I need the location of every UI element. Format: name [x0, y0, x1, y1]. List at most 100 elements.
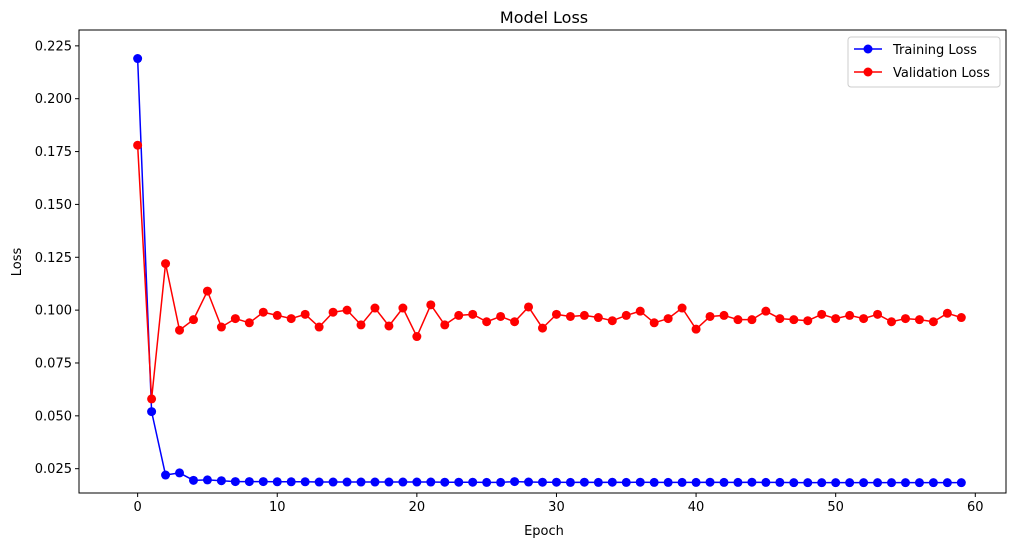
y-tick-label: 0.150 — [35, 198, 72, 213]
data-point-training — [524, 477, 534, 487]
data-point-training — [747, 477, 757, 487]
y-axis: 0.025 0.050 0.075 0.100 0.125 0.150 0.175 0.200… — [35, 39, 79, 477]
data-point-training — [510, 477, 520, 487]
data-point-training — [579, 477, 589, 487]
data-point-training — [928, 478, 938, 488]
data-point-validation — [733, 315, 743, 325]
data-point-validation — [565, 311, 575, 321]
y-tick-label: 0.050 — [35, 409, 72, 424]
legend-label-validation: Validation Loss — [893, 66, 990, 81]
data-point-training — [775, 477, 785, 487]
data-point-training — [649, 477, 659, 487]
data-point-validation — [775, 314, 785, 324]
data-point-validation — [551, 309, 561, 319]
legend-frame — [847, 36, 1001, 88]
data-point-training — [370, 477, 380, 487]
data-point-training — [663, 477, 673, 487]
data-point-validation — [635, 306, 645, 316]
data-point-training — [202, 475, 212, 485]
data-point-training — [398, 477, 408, 487]
y-tick-label: 0.075 — [35, 356, 72, 371]
data-point-validation — [789, 315, 799, 325]
data-point-validation — [468, 309, 478, 319]
data-point-validation — [314, 322, 324, 332]
data-point-training — [635, 477, 645, 487]
data-point-training — [328, 477, 338, 487]
data-point-training — [831, 478, 841, 488]
data-point-validation — [133, 140, 143, 150]
data-point-validation — [914, 315, 924, 325]
y-tick-label: 0.025 — [35, 462, 72, 477]
data-point-validation — [691, 324, 701, 334]
data-point-training — [440, 477, 450, 487]
data-point-validation — [649, 318, 659, 328]
data-point-validation — [454, 310, 464, 320]
data-point-training — [244, 477, 254, 487]
data-point-validation — [859, 314, 869, 324]
data-point-validation — [928, 317, 938, 327]
x-tick-label: 30 — [548, 500, 565, 515]
data-point-training — [733, 477, 743, 487]
data-point-validation — [956, 313, 966, 323]
data-point-validation — [244, 318, 254, 328]
data-point-training — [845, 478, 855, 488]
data-point-validation — [384, 321, 394, 331]
data-point-validation — [356, 320, 366, 330]
data-point-training — [175, 468, 185, 478]
data-point-validation — [747, 315, 757, 325]
data-point-validation — [942, 308, 952, 318]
y-tick-label: 0.100 — [35, 304, 72, 319]
series-line-validation — [136, 145, 962, 400]
y-tick-label: 0.175 — [35, 145, 72, 160]
data-point-training — [551, 477, 561, 487]
data-point-validation — [887, 317, 897, 327]
data-point-training — [914, 478, 924, 488]
data-point-validation — [510, 317, 520, 327]
data-point-validation — [175, 325, 185, 335]
data-point-training — [496, 477, 506, 487]
data-point-training — [384, 477, 394, 487]
data-point-training — [719, 477, 729, 487]
data-point-training — [342, 477, 352, 487]
data-point-validation — [524, 302, 534, 312]
x-tick-label: 0 — [133, 500, 141, 515]
data-point-training — [230, 477, 240, 487]
data-point-training — [300, 477, 310, 487]
data-point-training — [817, 478, 827, 488]
data-point-training — [133, 54, 143, 64]
data-point-training — [538, 477, 547, 487]
data-point-validation — [831, 314, 841, 324]
data-point-training — [412, 477, 422, 487]
data-point-training — [482, 477, 492, 487]
data-point-training — [859, 478, 869, 488]
data-point-training — [216, 476, 226, 486]
data-point-training — [942, 478, 952, 488]
data-point-validation — [803, 316, 813, 326]
y-tick-label: 0.200 — [35, 92, 72, 107]
data-point-validation — [538, 323, 547, 333]
data-point-validation — [817, 309, 827, 319]
chart-title: Model Loss — [500, 8, 588, 27]
data-point-training — [621, 477, 631, 487]
data-point-validation — [440, 320, 450, 330]
data-point-training — [356, 477, 366, 487]
data-point-training — [314, 477, 324, 487]
data-point-validation — [621, 310, 631, 320]
data-point-training — [565, 477, 575, 487]
data-point-validation — [286, 314, 296, 324]
plot-frame — [78, 29, 1007, 494]
data-point-validation — [593, 313, 603, 323]
data-point-validation — [426, 300, 436, 310]
data-point-training — [607, 477, 617, 487]
legend-marker-validation — [863, 67, 873, 77]
data-point-validation — [482, 317, 492, 327]
data-point-validation — [873, 309, 883, 319]
x-axis-label: Epoch — [524, 524, 564, 539]
data-point-training — [426, 477, 436, 487]
data-point-training — [468, 477, 478, 487]
data-point-validation — [705, 311, 715, 321]
data-point-training — [761, 477, 771, 487]
y-tick-label: 0.125 — [35, 251, 72, 266]
y-tick-label: 0.225 — [35, 39, 72, 54]
